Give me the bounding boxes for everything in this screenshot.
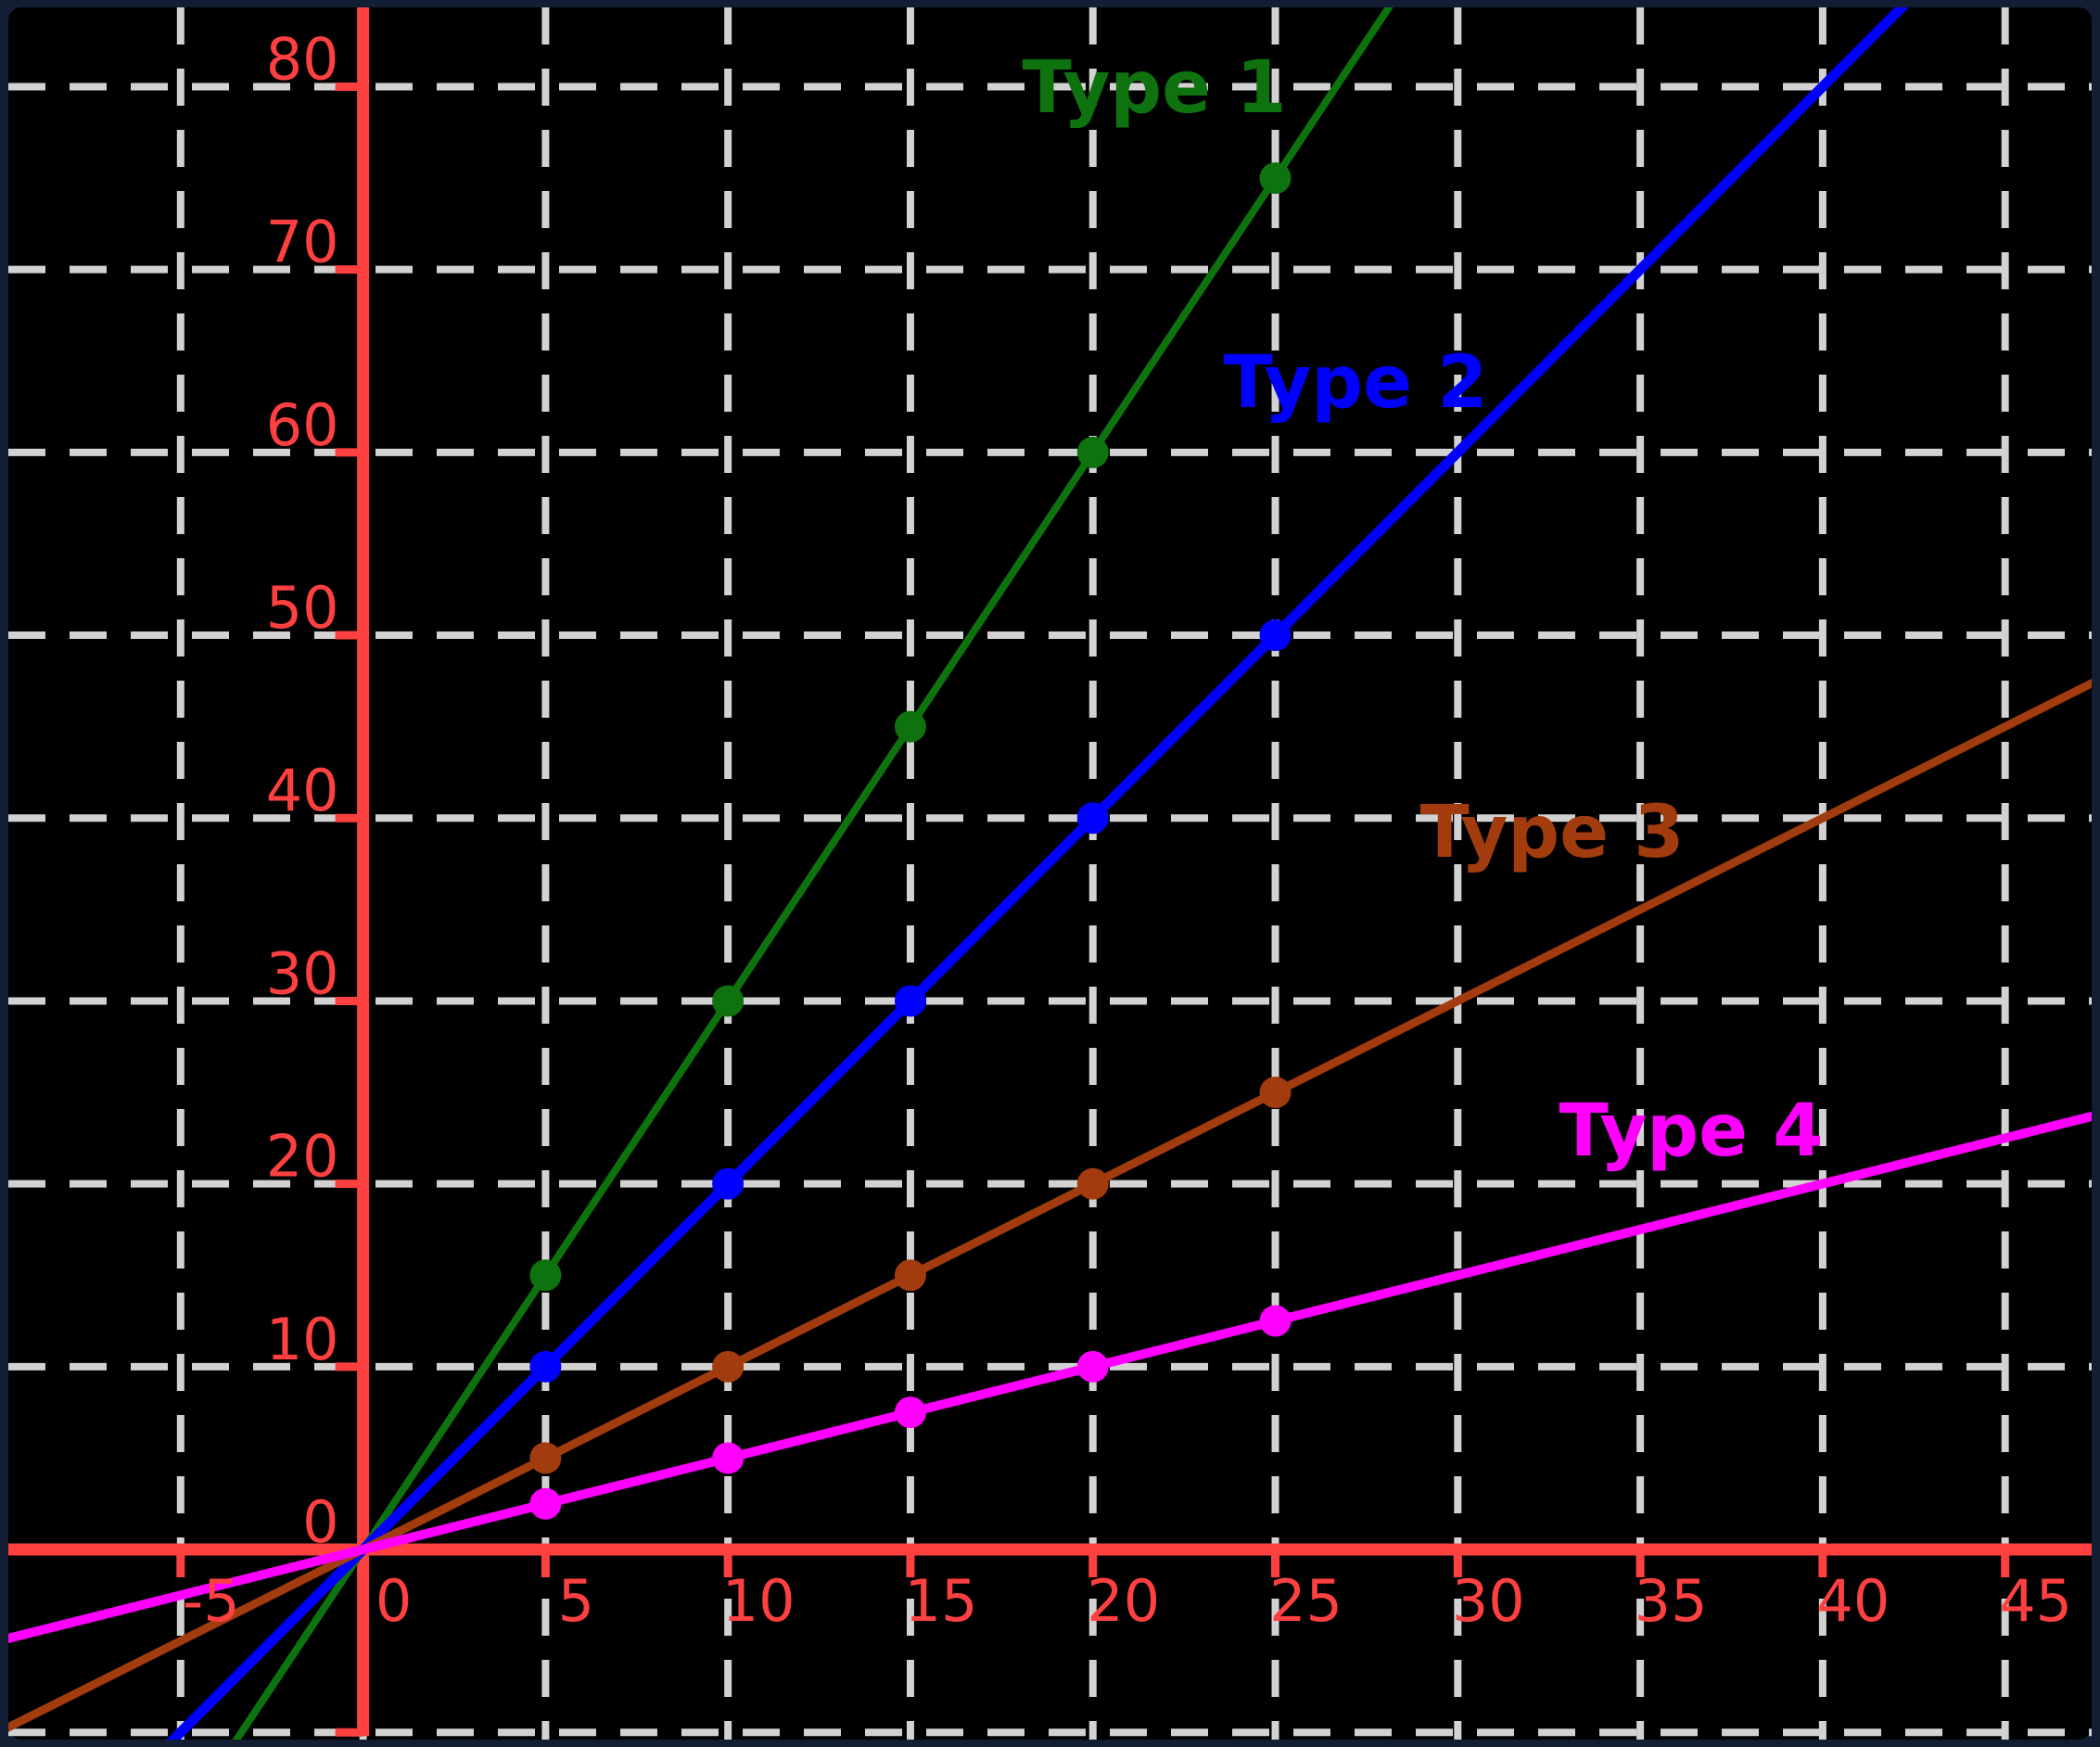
y-tick-label: 50	[266, 574, 339, 642]
data-point-type-4	[1259, 1305, 1292, 1337]
x-tick-label: 20	[1087, 1567, 1160, 1635]
data-point-type-3	[712, 1350, 745, 1383]
data-point-type-3	[529, 1442, 562, 1474]
tick-labels-group: -5 0 5 10 15 20 25 30 35 40 45 0 10 20 30 40 50 60 70 80	[183, 25, 2072, 1635]
series-labels-group: Type 1 Type 2 Type 3 Type 4	[1023, 46, 1824, 1173]
y-tick-label: 20	[266, 1123, 339, 1191]
x-tick-label: 35	[1635, 1567, 1708, 1635]
data-point-type-2	[1076, 802, 1109, 835]
x-tick-label: 5	[558, 1567, 594, 1635]
x-tick-label: 45	[1999, 1567, 2072, 1635]
y-tick-label: 30	[266, 939, 339, 1007]
x-tick-label: 0	[375, 1567, 412, 1635]
x-tick-label: 10	[722, 1567, 795, 1635]
data-point-type-4	[894, 1396, 926, 1429]
data-point-type-3	[1076, 1167, 1109, 1200]
data-point-type-2	[1259, 619, 1292, 652]
y-tick-label: 80	[266, 25, 339, 93]
series-label-type-1: Type 1	[1023, 46, 1287, 130]
data-point-type-1	[529, 1259, 562, 1292]
data-point-type-1	[894, 710, 926, 743]
series-line-type-4	[8, 1111, 2092, 1644]
plot-background	[8, 7, 2092, 1740]
y-tick-label: 70	[266, 209, 339, 276]
series-label-type-2: Type 2	[1224, 341, 1488, 425]
data-point-type-4	[1076, 1350, 1109, 1383]
y-tick-label: 0	[302, 1488, 338, 1556]
data-point-type-1	[712, 985, 745, 1017]
data-point-type-3	[1259, 1077, 1292, 1109]
series-line-type-3	[8, 678, 2092, 1732]
series-points-group	[529, 162, 1292, 1520]
data-point-type-2	[529, 1350, 562, 1383]
y-tick-label: 10	[266, 1306, 339, 1373]
x-tick-label: 15	[905, 1567, 978, 1635]
data-point-type-2	[894, 985, 926, 1017]
x-tick-label: 25	[1269, 1567, 1343, 1635]
y-tick-label: 60	[266, 391, 339, 459]
series-label-type-4: Type 4	[1559, 1090, 1824, 1173]
data-point-type-2	[712, 1167, 745, 1200]
x-tick-label: 40	[1816, 1567, 1890, 1635]
x-tick-label: -5	[183, 1567, 240, 1635]
data-point-type-1	[1259, 162, 1292, 195]
data-point-type-4	[712, 1442, 745, 1474]
data-point-type-4	[529, 1487, 562, 1520]
data-point-type-3	[894, 1259, 926, 1292]
series-label-type-3: Type 3	[1420, 791, 1685, 874]
y-tick-label: 40	[266, 757, 339, 824]
x-tick-label: 30	[1452, 1567, 1525, 1635]
data-point-type-1	[1076, 436, 1109, 468]
